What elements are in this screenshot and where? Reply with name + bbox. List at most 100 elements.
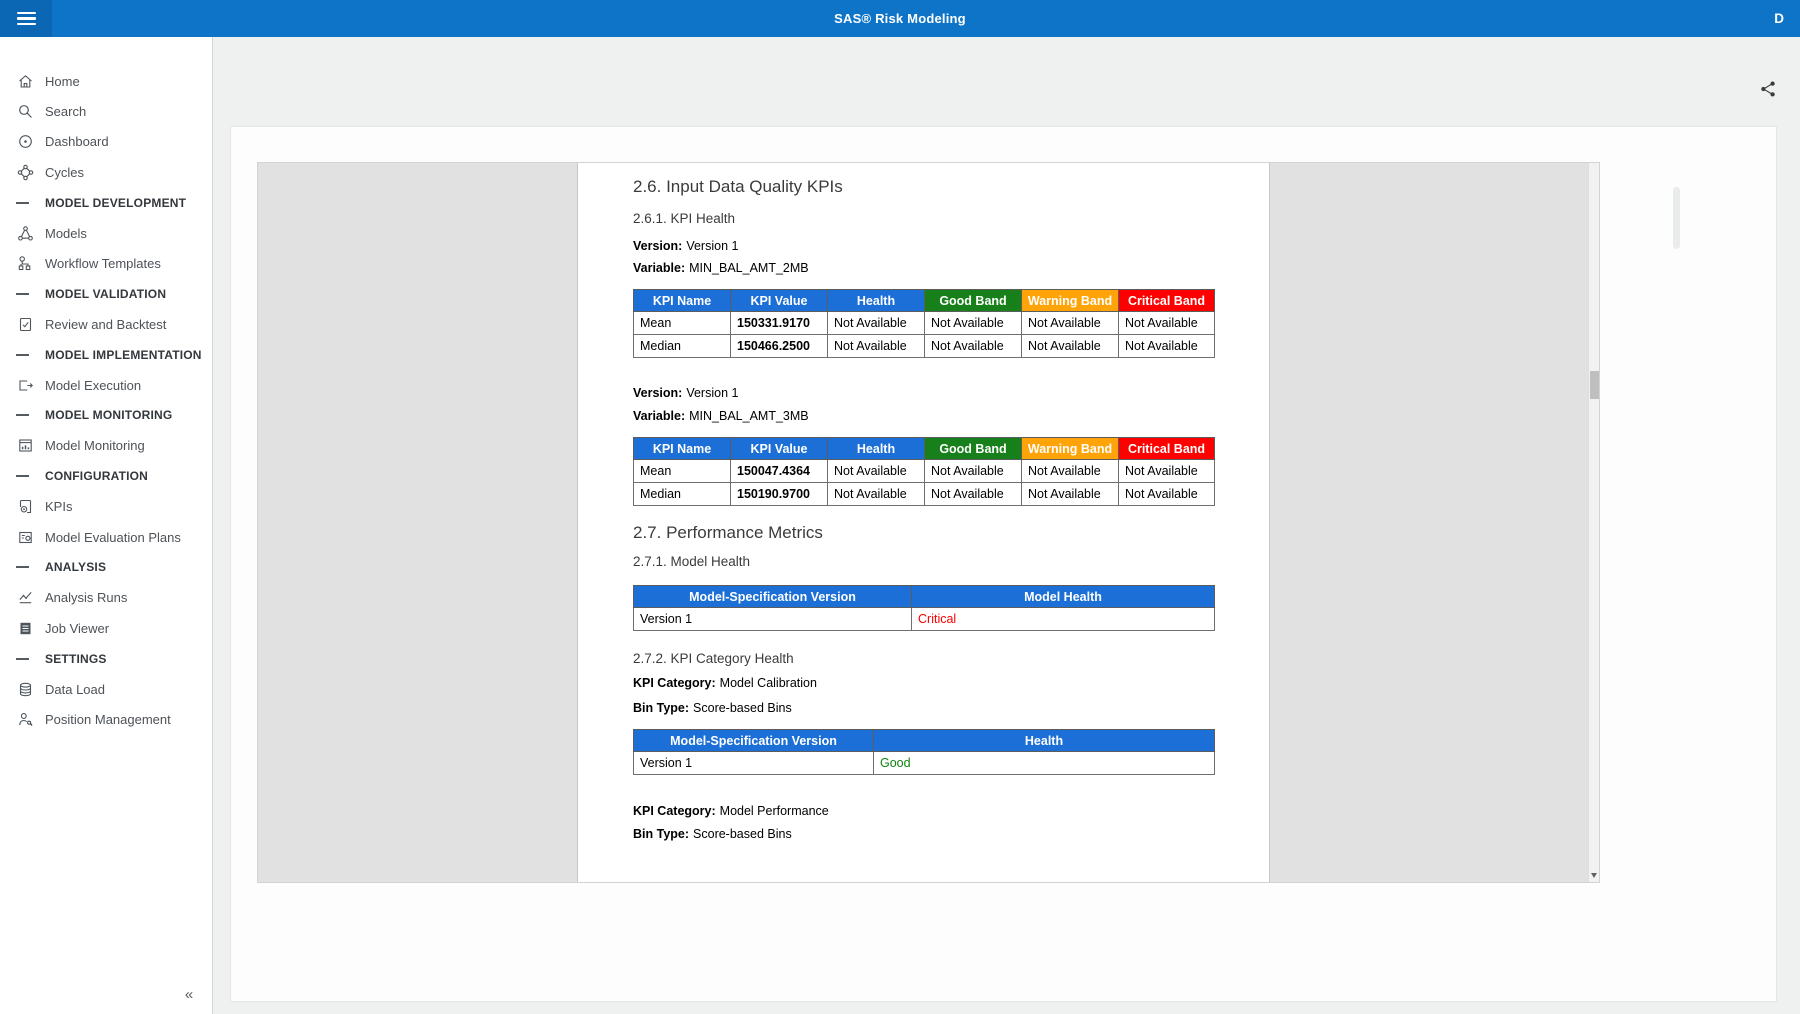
sidebar-item-analysis-runs[interactable]: Analysis Runs — [0, 583, 212, 613]
version-line: Version: Version 1 — [633, 386, 739, 400]
sidebar-item-cycles[interactable]: Cycles — [0, 157, 212, 187]
sidebar-item-label: Dashboard — [45, 134, 109, 150]
data-load-icon — [16, 680, 34, 698]
user-avatar[interactable]: D — [1774, 11, 1784, 26]
table-header-row: Model-Specification Version Model Health — [633, 585, 1215, 608]
section-dash-icon — [16, 201, 29, 204]
sidebar-item-job-viewer[interactable]: Job Viewer — [0, 613, 212, 643]
column-header: KPI Value — [730, 289, 828, 312]
workflow-templates-icon — [16, 255, 34, 273]
models-icon — [16, 224, 34, 242]
variable-line: Variable: MIN_BAL_AMT_2MB — [633, 261, 809, 275]
section-dash-icon — [16, 657, 29, 660]
sidebar-item-dashboard[interactable]: Dashboard — [0, 127, 212, 157]
sidebar-section-model-validation: MODEL VALIDATION — [0, 279, 212, 309]
sidebar-collapse-button[interactable] — [176, 982, 202, 1006]
sidebar-nav: Home Search Dashboard Cycles MODEL DEVEL… — [0, 37, 212, 735]
share-button[interactable] — [1758, 80, 1778, 100]
column-header: Good Band — [924, 437, 1022, 460]
home-icon — [16, 72, 34, 90]
column-header: Critical Band — [1118, 437, 1215, 460]
table-header-row: Model-Specification Version Health — [633, 729, 1215, 752]
sidebar-item-model-monitoring[interactable]: Model Monitoring — [0, 431, 212, 461]
subsection-heading-kpi-health: 2.6.1. KPI Health — [633, 211, 736, 226]
sidebar-item-label: Review and Backtest — [45, 316, 167, 332]
table-row: Median 150190.9700 Not Available Not Ava… — [633, 482, 1215, 506]
kpi-category-line: KPI Category: Model Calibration — [633, 676, 817, 690]
model-health-status: Critical — [911, 607, 1215, 631]
column-header: Health — [873, 729, 1215, 752]
kpis-icon — [16, 498, 34, 516]
variable-line: Variable: MIN_BAL_AMT_3MB — [633, 409, 809, 423]
sidebar-section-analysis: ANALYSIS — [0, 552, 212, 582]
sidebar-item-model-execution[interactable]: Model Execution — [0, 370, 212, 400]
kpi-health-table-min-bal-amt-3mb: KPI Name KPI Value Health Good Band Warn… — [633, 437, 1215, 506]
section-dash-icon — [16, 353, 29, 356]
table-row: Version 1 Good — [633, 751, 1215, 775]
sidebar-item-label: Model Monitoring — [45, 438, 145, 454]
section-heading-input-data-quality-kpis: 2.6. Input Data Quality KPIs — [633, 177, 843, 196]
chevron-down-icon[interactable] — [1589, 869, 1599, 882]
section-heading-performance-metrics: 2.7. Performance Metrics — [633, 523, 823, 542]
sidebar-item-model-evaluation-plans[interactable]: Model Evaluation Plans — [0, 522, 212, 552]
section-dash-icon — [16, 414, 29, 417]
dashboard-icon — [16, 133, 34, 151]
column-header: Good Band — [924, 289, 1022, 312]
section-dash-icon — [16, 566, 29, 569]
share-icon — [1759, 81, 1777, 101]
subsection-heading-model-health: 2.7.1. Model Health — [633, 554, 751, 569]
model-evaluation-plans-icon — [16, 528, 34, 546]
menu-button[interactable] — [0, 0, 52, 37]
sidebar-item-label: Workflow Templates — [45, 256, 161, 272]
model-execution-icon — [16, 376, 34, 394]
sidebar-item-review-and-backtest[interactable]: Review and Backtest — [0, 309, 212, 339]
table-row: Version 1 Critical — [633, 607, 1215, 631]
section-dash-icon — [16, 475, 29, 478]
column-header: KPI Name — [633, 289, 731, 312]
panel-scrollbar-thumb[interactable] — [1673, 187, 1680, 249]
sidebar-item-label: Models — [45, 225, 87, 241]
sidebar-item-models[interactable]: Models — [0, 218, 212, 248]
column-header: KPI Value — [730, 437, 828, 460]
column-header: Health — [827, 289, 925, 312]
report-page: 2.6. Input Data Quality KPIs 2.6.1. KPI … — [577, 163, 1270, 882]
version-line: Version: Version 1 — [633, 239, 739, 253]
sidebar-section-model-development: MODEL DEVELOPMENT — [0, 188, 212, 218]
viewer-scrollbar-thumb[interactable] — [1590, 371, 1599, 399]
sidebar-item-home[interactable]: Home — [0, 66, 212, 96]
sidebar-item-kpis[interactable]: KPIs — [0, 491, 212, 521]
column-header: Model-Specification Version — [633, 585, 912, 608]
app-top-bar: SAS® Risk Modeling D — [0, 0, 1800, 37]
viewer-scrollbar[interactable] — [1588, 163, 1599, 882]
table-header-row: KPI Name KPI Value Health Good Band Warn… — [633, 289, 1215, 312]
sidebar-item-label: Model Execution — [45, 377, 142, 393]
kpi-health-table-min-bal-amt-2mb: KPI Name KPI Value Health Good Band Warn… — [633, 289, 1215, 358]
table-header-row: KPI Name KPI Value Health Good Band Warn… — [633, 437, 1215, 460]
position-management-icon — [16, 710, 34, 728]
section-dash-icon — [16, 292, 29, 295]
sidebar-item-label: Home — [45, 73, 80, 89]
sidebar-item-search[interactable]: Search — [0, 96, 212, 126]
sidebar-item-position-management[interactable]: Position Management — [0, 704, 212, 734]
table-row: Mean 150047.4364 Not Available Not Avail… — [633, 459, 1215, 483]
column-header: Health — [827, 437, 925, 460]
table-row: Median 150466.2500 Not Available Not Ava… — [633, 334, 1215, 358]
kpi-category-health-table: Model-Specification Version Health Versi… — [633, 729, 1215, 775]
table-row: Mean 150331.9170 Not Available Not Avail… — [633, 311, 1215, 335]
column-header: Model-Specification Version — [633, 729, 874, 752]
sidebar-item-data-load[interactable]: Data Load — [0, 674, 212, 704]
review-and-backtest-icon — [16, 315, 34, 333]
hamburger-icon — [16, 11, 36, 15]
model-health-table: Model-Specification Version Model Health… — [633, 585, 1215, 631]
cycles-icon — [16, 163, 34, 181]
subsection-heading-kpi-category-health: 2.7.2. KPI Category Health — [633, 651, 794, 666]
app-title: SAS® Risk Modeling — [834, 11, 966, 26]
sidebar-item-label: Data Load — [45, 681, 105, 697]
column-header: Model Health — [911, 585, 1215, 608]
sidebar-item-label: KPIs — [45, 499, 73, 515]
sidebar: Home Search Dashboard Cycles MODEL DEVEL… — [0, 37, 213, 1014]
sidebar-item-label: Search — [45, 104, 87, 120]
column-header: Warning Band — [1021, 289, 1119, 312]
sidebar-item-workflow-templates[interactable]: Workflow Templates — [0, 248, 212, 278]
sidebar-section-configuration: CONFIGURATION — [0, 461, 212, 491]
